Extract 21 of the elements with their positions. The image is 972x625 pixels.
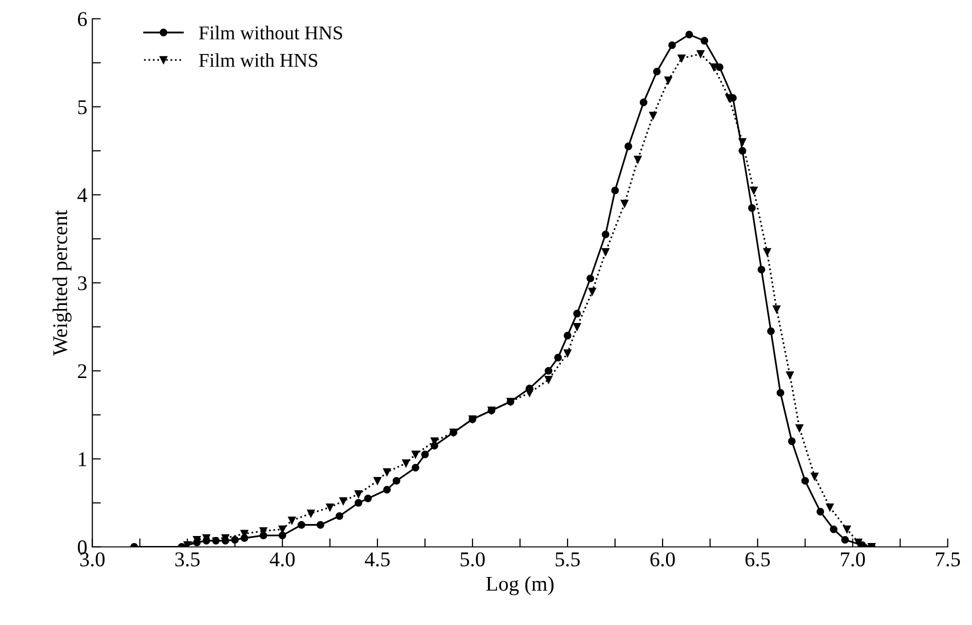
y-tick-label: 6 [78, 12, 87, 26]
x-tick-label: 3.0 [80, 552, 105, 566]
x-tick-label: 5.0 [460, 552, 485, 566]
y-axis-title: Weighted percent [52, 210, 72, 356]
y-tick-label: 3 [78, 276, 87, 290]
legend-label: Film without HNS [199, 26, 342, 40]
y-tick-label: 5 [78, 100, 87, 114]
x-tick-label: 4.0 [270, 552, 295, 566]
y-tick-label: 0 [78, 540, 87, 554]
x-tick-label: 5.5 [556, 552, 580, 566]
y-tick-label: 1 [78, 452, 86, 466]
x-tick-label: 7.5 [936, 552, 960, 566]
x-tick-label: 3.5 [175, 552, 200, 566]
y-tick-label: 2 [78, 364, 86, 378]
x-tick-label: 7.0 [841, 552, 865, 566]
y-tick-label: 4 [77, 188, 88, 202]
legend-label: Film with HNS [199, 53, 318, 67]
x-tick-label: 4.5 [364, 552, 390, 566]
x-tick-label: 6.5 [745, 552, 770, 566]
x-axis-title: Log (m) [486, 576, 554, 596]
x-tick-label: 6.0 [650, 552, 675, 566]
